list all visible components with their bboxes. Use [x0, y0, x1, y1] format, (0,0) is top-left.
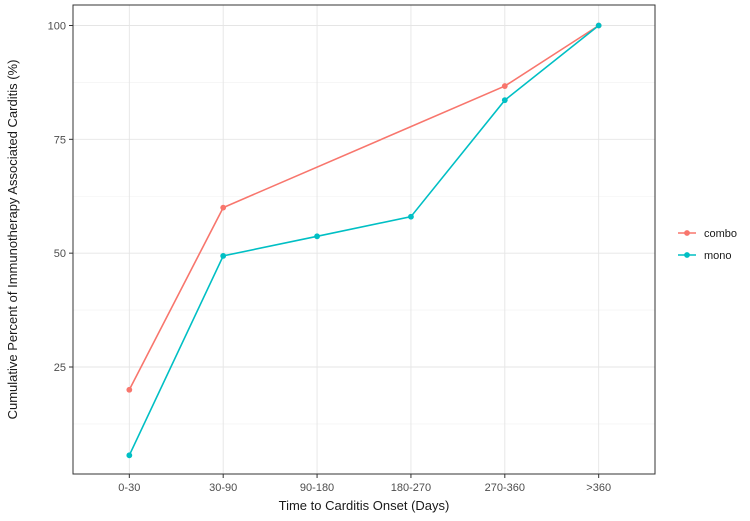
- data-point-mono: [501, 97, 508, 104]
- y-tick-label: 100: [48, 20, 66, 32]
- data-point-mono: [595, 22, 602, 29]
- legend-label-combo: combo: [704, 228, 737, 240]
- data-point-combo: [501, 83, 508, 89]
- y-tick-label: 50: [54, 248, 66, 260]
- y-axis: 25 50 75 100: [48, 20, 73, 374]
- series-line-mono: [128, 24, 600, 456]
- y-tick-label: 75: [54, 134, 66, 146]
- data-point-combo: [126, 386, 133, 393]
- y-axis-title: Cumulative Percent of Immunotherapy Asso…: [5, 60, 20, 420]
- x-tick-label: 270-360: [485, 482, 525, 494]
- data-point-mono: [126, 452, 133, 459]
- panel-border: [72, 4, 656, 475]
- legend: combo mono: [678, 228, 737, 262]
- y-tick-label: 25: [54, 362, 66, 374]
- x-tick-label: 180-270: [391, 482, 431, 494]
- legend-label-mono: mono: [704, 250, 732, 262]
- x-axis-title: Time to Carditis Onset (Days): [279, 498, 450, 513]
- series-layer: [126, 22, 602, 459]
- data-point-mono: [314, 233, 320, 240]
- data-point-mono: [220, 252, 227, 259]
- legend-key-point-combo: [684, 230, 690, 236]
- series-line-combo: [128, 24, 600, 391]
- legend-key-point-mono: [684, 252, 690, 258]
- x-tick-label: 90-180: [300, 482, 334, 494]
- x-axis: 0-30 30-90 90-180 180-270 270-360 >360: [118, 474, 611, 494]
- x-tick-label: >360: [586, 482, 611, 494]
- data-point-mono: [408, 213, 414, 220]
- x-tick-label: 0-30: [118, 482, 140, 494]
- x-tick-label: 30-90: [209, 482, 237, 494]
- major-gridlines: [73, 5, 655, 474]
- data-point-combo: [220, 204, 227, 211]
